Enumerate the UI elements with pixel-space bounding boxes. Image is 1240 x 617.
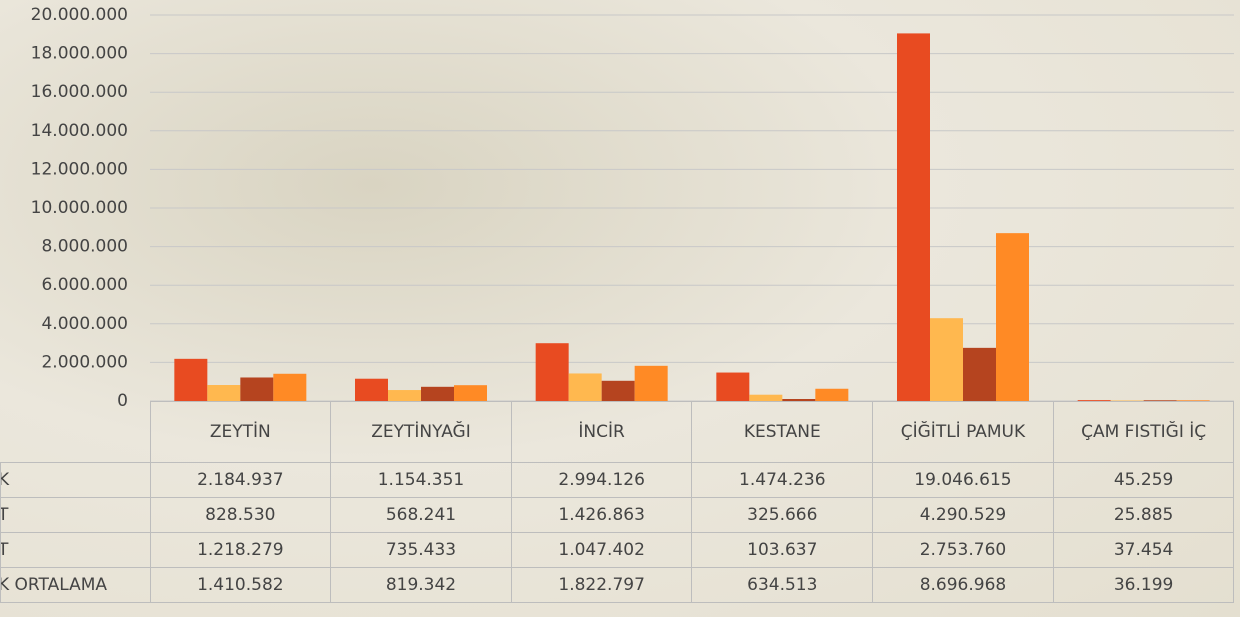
- bar: [240, 377, 273, 401]
- value-cell: 4.290.529: [873, 498, 1054, 533]
- value-cell: 1.410.582: [150, 568, 331, 603]
- bar: [569, 373, 602, 401]
- bar: [716, 373, 749, 401]
- bar: [388, 390, 421, 401]
- value-cell: 2.184.937: [150, 463, 331, 498]
- y-tick-label: 8.000.000: [41, 237, 128, 257]
- value-cell: 2.994.126: [511, 463, 692, 498]
- y-tick-label: 2.000.000: [41, 352, 128, 372]
- value-cell: 1.047.402: [511, 533, 692, 568]
- value-cell: 2.753.760: [873, 533, 1054, 568]
- y-tick-label: 18.000.000: [31, 44, 128, 64]
- bar: [421, 387, 454, 401]
- bar: [930, 318, 963, 401]
- y-tick-label: 14.000.000: [31, 121, 128, 141]
- value-cell: 1.822.797: [511, 568, 692, 603]
- value-cell: 103.637: [692, 533, 873, 568]
- value-cell: 36.199: [1053, 568, 1234, 603]
- y-tick-label: 20.000.000: [31, 5, 128, 25]
- y-tick-label: 10.000.000: [31, 198, 128, 218]
- y-tick-label: 12.000.000: [31, 159, 128, 179]
- bar: [897, 33, 930, 401]
- bar: [273, 374, 306, 401]
- value-cell: 735.433: [331, 533, 512, 568]
- bar: [355, 379, 388, 401]
- category-label: ZEYTİNYAĞI: [331, 402, 512, 463]
- value-cell: 1.426.863: [511, 498, 692, 533]
- legend-label: T: [1, 533, 151, 568]
- category-label: ZEYTİN: [150, 402, 331, 463]
- value-cell: 25.885: [1053, 498, 1234, 533]
- series-row: T828.530568.2411.426.863325.6664.290.529…: [1, 498, 1234, 533]
- value-cell: 37.454: [1053, 533, 1234, 568]
- value-cell: 45.259: [1053, 463, 1234, 498]
- series-row: T1.218.279735.4331.047.402103.6372.753.7…: [1, 533, 1234, 568]
- category-label: İNCİR: [511, 402, 692, 463]
- series-row: K2.184.9371.154.3512.994.1261.474.23619.…: [1, 463, 1234, 498]
- value-cell: 19.046.615: [873, 463, 1054, 498]
- bar: [963, 348, 996, 401]
- bar: [174, 359, 207, 401]
- bar: [815, 389, 848, 401]
- category-label: KESTANE: [692, 402, 873, 463]
- bar: [536, 343, 569, 401]
- value-cell: 325.666: [692, 498, 873, 533]
- value-cell: 1.154.351: [331, 463, 512, 498]
- value-cell: 1.474.236: [692, 463, 873, 498]
- y-tick-label: 6.000.000: [41, 275, 128, 295]
- value-cell: 819.342: [331, 568, 512, 603]
- legend-label: K ORTALAMA: [1, 568, 151, 603]
- y-tick-label: 4.000.000: [41, 314, 128, 334]
- value-cell: 634.513: [692, 568, 873, 603]
- value-cell: 1.218.279: [150, 533, 331, 568]
- bar: [635, 366, 668, 401]
- legend-label: T: [1, 498, 151, 533]
- value-cell: 8.696.968: [873, 568, 1054, 603]
- value-cell: 828.530: [150, 498, 331, 533]
- category-label: ÇAM FISTIĞI İÇ: [1053, 402, 1234, 463]
- bar: [602, 381, 635, 401]
- corner-cell: [1, 402, 151, 463]
- bar: [454, 385, 487, 401]
- bar: [207, 385, 240, 401]
- category-label: ÇİĞİTLİ PAMUK: [873, 402, 1054, 463]
- chart: 02.000.0004.000.0006.000.0008.000.00010.…: [0, 0, 1240, 617]
- legend-label: K: [1, 463, 151, 498]
- y-tick-label: 16.000.000: [31, 82, 128, 102]
- bar: [996, 233, 1029, 401]
- value-cell: 568.241: [331, 498, 512, 533]
